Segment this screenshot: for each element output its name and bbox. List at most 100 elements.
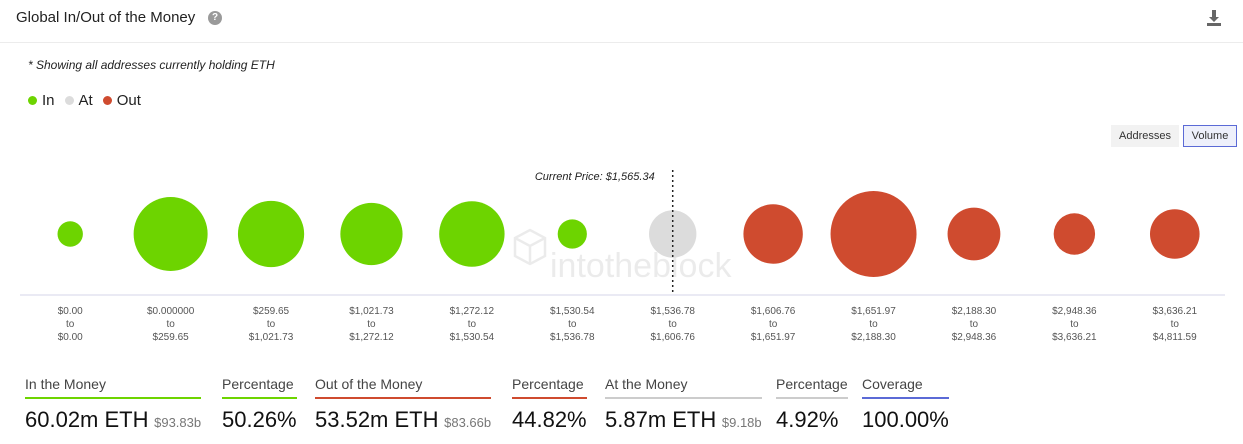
tick-label-5-1: to [568, 319, 577, 330]
download-icon[interactable] [1204, 8, 1224, 28]
tick-label-6-0: $1,536.78 [650, 306, 695, 317]
bubble-out-7[interactable] [743, 204, 803, 264]
holding-note: * Showing all addresses currently holdin… [28, 58, 275, 72]
bubble-out-9[interactable] [947, 207, 1001, 261]
bubble-in-4[interactable] [439, 201, 505, 267]
bubble-at-6[interactable] [649, 210, 697, 258]
stat-value-text: 4.92% [776, 407, 839, 432]
tick-label-11-1: to [1171, 319, 1180, 330]
tick-label-8-1: to [869, 319, 878, 330]
stat-3: Percentage 44.82% [512, 376, 587, 433]
tick-label-7-2: $1,651.97 [751, 332, 796, 343]
tick-label-2-1: to [267, 319, 276, 330]
volume-toggle[interactable]: Volume [1183, 125, 1237, 147]
stat-label: Percentage [776, 376, 848, 399]
stat-value-text: 50.26% [222, 407, 297, 432]
stat-value-text: 100.00% [862, 407, 949, 432]
watermark: intotheblock [513, 228, 732, 285]
stat-value-text: 5.87m ETH [605, 407, 717, 432]
stat-value: 4.92% [776, 407, 848, 433]
stat-usd-value: $83.66b [440, 415, 492, 430]
bubble-in-1[interactable] [133, 197, 208, 271]
current-price-label: Current Price: $1,565.34 [535, 171, 655, 183]
tick-label-3-0: $1,021.73 [349, 306, 394, 317]
legend-item-at[interactable]: At [64, 92, 93, 109]
tick-label-6-2: $1,606.76 [650, 332, 695, 343]
stat-4: At the Money 5.87m ETH $9.18b [605, 376, 762, 433]
tick-label-0-0: $0.00 [58, 306, 83, 317]
tick-label-3-1: to [367, 319, 376, 330]
addresses-toggle[interactable]: Addresses [1111, 125, 1179, 147]
watermark-text: intotheblock [550, 247, 732, 285]
tick-label-11-2: $4,811.59 [1153, 332, 1197, 343]
bubble-out-11[interactable] [1149, 209, 1200, 259]
bubble-out-10[interactable] [1053, 213, 1096, 255]
stat-value: 53.52m ETH $83.66b [315, 407, 491, 433]
bubble-in-2[interactable] [237, 200, 305, 268]
tick-label-1-2: $259.65 [153, 332, 190, 343]
tick-label-10-2: $3,636.21 [1052, 332, 1097, 343]
legend-item-out[interactable]: Out [102, 92, 141, 109]
stat-label: Out of the Money [315, 376, 491, 399]
stat-value: 5.87m ETH $9.18b [605, 407, 762, 433]
tick-label-5-2: $1,536.78 [550, 332, 595, 343]
stat-value: 50.26% [222, 407, 297, 433]
chart-header: Global In/Out of the Money ? [0, 0, 1243, 43]
stat-0: In the Money 60.02m ETH $93.83b [25, 376, 201, 433]
help-icon[interactable]: ? [208, 11, 222, 25]
stat-label: Percentage [512, 376, 587, 399]
tick-label-4-2: $1,530.54 [450, 332, 495, 343]
bubble-out-8[interactable] [830, 191, 917, 277]
tick-label-3-2: $1,272.12 [349, 332, 394, 343]
bubble-in-5[interactable] [557, 219, 587, 249]
legend-in-dot [28, 96, 37, 105]
stat-5: Percentage 4.92% [776, 376, 848, 433]
tick-label-4-0: $1,272.12 [450, 306, 495, 317]
watermark-logo-icon [513, 228, 547, 266]
tick-label-10-0: $2,948.36 [1052, 306, 1097, 317]
tick-label-7-1: to [769, 319, 778, 330]
tick-label-5-0: $1,530.54 [550, 306, 595, 317]
stat-2: Out of the Money 53.52m ETH $83.66b [315, 376, 491, 433]
tick-label-1-0: $0.000000 [147, 306, 195, 317]
tick-label-7-0: $1,606.76 [751, 306, 796, 317]
legend-out-dot [102, 96, 112, 105]
tick-label-2-2: $1,021.73 [249, 332, 294, 343]
stat-usd-value: $93.83b [150, 415, 202, 430]
legend-in-label: In [42, 92, 55, 109]
tick-label-10-1: to [1070, 319, 1079, 330]
stat-value-text: 44.82% [512, 407, 587, 432]
stat-6: Coverage 100.00% [862, 376, 949, 433]
stat-usd-value: $9.18b [718, 415, 762, 430]
tick-label-6-1: to [669, 319, 678, 330]
bubble-in-3[interactable] [340, 202, 403, 266]
stat-1: Percentage 50.26% [222, 376, 297, 433]
stat-label: Coverage [862, 376, 949, 399]
stat-label: At the Money [605, 376, 762, 399]
tick-label-0-1: to [66, 319, 75, 330]
stat-value: 100.00% [862, 407, 949, 433]
stat-label: In the Money [25, 376, 201, 399]
stat-value-text: 53.52m ETH [315, 407, 439, 432]
legend: In At Out [28, 92, 151, 109]
legend-out-label: Out [116, 92, 141, 109]
tick-label-1-1: to [166, 319, 175, 330]
legend-item-in[interactable]: In [28, 92, 55, 109]
tick-label-8-0: $1,651.97 [851, 306, 896, 317]
stat-label: Percentage [222, 376, 297, 399]
tick-label-4-1: to [468, 319, 477, 330]
tick-label-9-0: $2,188.30 [952, 306, 997, 317]
tick-label-8-2: $2,188.30 [851, 332, 896, 343]
stat-value: 60.02m ETH $93.83b [25, 407, 201, 433]
tick-label-9-2: $2,948.36 [952, 332, 997, 343]
legend-at-label: At [78, 92, 93, 109]
stat-value-text: 60.02m ETH [25, 407, 149, 432]
tick-label-11-0: $3,636.21 [1153, 306, 1198, 317]
bubble-chart: intotheblock $0.00 to $0.00 $0.000000 to $259.… [20, 170, 1225, 343]
tick-label-9-1: to [970, 319, 979, 330]
chart-title: Global In/Out of the Money [16, 9, 196, 26]
stat-value: 44.82% [512, 407, 587, 433]
tick-label-2-0: $259.65 [253, 306, 290, 317]
tick-label-0-2: $0.00 [58, 332, 83, 343]
bubble-in-0[interactable] [57, 221, 83, 247]
